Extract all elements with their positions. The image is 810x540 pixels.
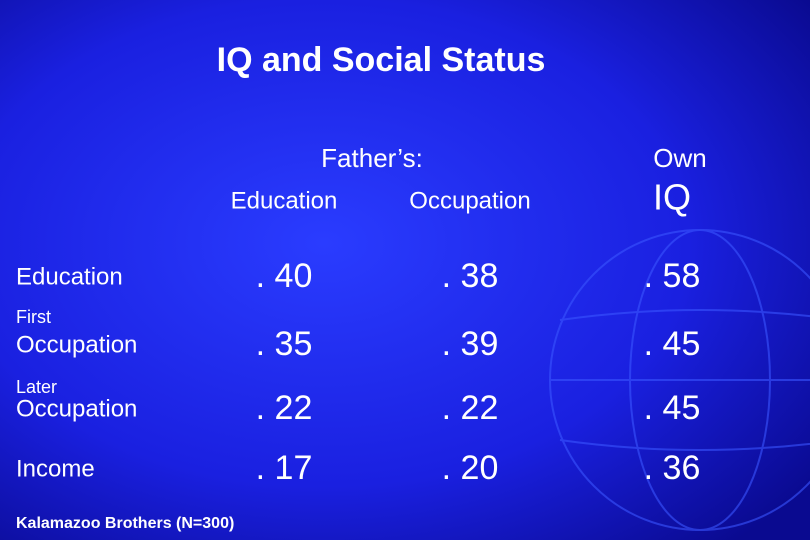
column-prefix: Own bbox=[653, 143, 706, 173]
row-label: Education bbox=[16, 263, 123, 290]
footer: Kalamazoo Brothers (N=300) bbox=[16, 515, 234, 532]
cell-value: . 35 bbox=[256, 325, 313, 363]
row-prefix: First bbox=[16, 307, 51, 327]
cell-value: . 45 bbox=[644, 325, 701, 363]
column-header: IQ bbox=[653, 177, 691, 218]
cell-value: . 36 bbox=[644, 449, 701, 487]
table: Education Occupation Own IQ Education . 40 . 3… bbox=[16, 143, 707, 487]
group-header: Father’s: bbox=[321, 143, 423, 173]
column-header: Education bbox=[231, 187, 338, 214]
cell-value: . 39 bbox=[442, 325, 499, 363]
cell-value: . 22 bbox=[256, 389, 313, 427]
cell-value: . 40 bbox=[256, 257, 313, 295]
cell-value: . 20 bbox=[442, 449, 499, 487]
cell-value: . 58 bbox=[644, 257, 701, 295]
cell-value: . 45 bbox=[644, 389, 701, 427]
row-label: Occupation bbox=[16, 395, 137, 422]
row-label: Occupation bbox=[16, 331, 137, 358]
column-header: Occupation bbox=[409, 187, 530, 214]
cell-value: . 22 bbox=[442, 389, 499, 427]
cell-value: . 17 bbox=[256, 449, 313, 487]
row-prefix: Later bbox=[16, 377, 57, 397]
cell-value: . 38 bbox=[442, 257, 499, 295]
globe-decoration bbox=[549, 229, 810, 531]
title: IQ and Social Status bbox=[217, 41, 546, 79]
row-label: Income bbox=[16, 455, 95, 482]
